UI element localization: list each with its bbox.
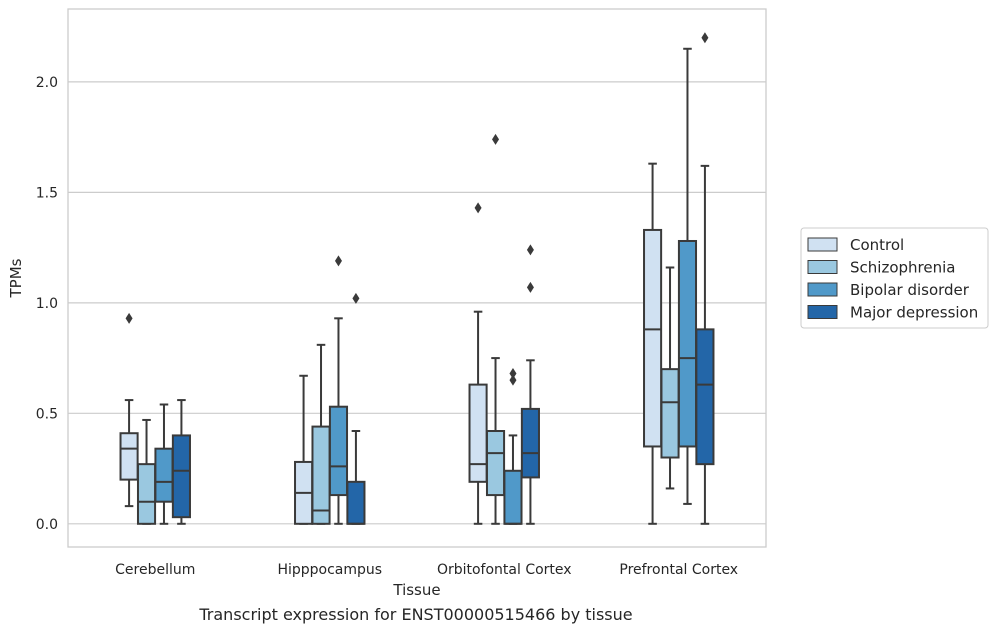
legend-frame — [800, 227, 989, 329]
x-tick-label: Cerebellum — [115, 562, 195, 578]
y-tick-label: 2.0 — [36, 75, 58, 91]
outlier-point — [526, 281, 534, 293]
chart-caption: Transcript expression for ENST0000051546… — [199, 605, 633, 624]
y-tick-label: 1.5 — [36, 185, 58, 201]
outlier-point — [509, 374, 517, 386]
y-tick-labels: 0.0 0.5 1.0 1.5 2.0 — [36, 75, 58, 533]
outlier-point — [352, 292, 360, 304]
y-tick-label: 0.5 — [36, 406, 58, 422]
y-tick-label: 1.0 — [36, 296, 58, 312]
box — [520, 407, 540, 479]
x-tick-label: Prefrontal Cortex — [619, 562, 738, 578]
outlier-point — [526, 244, 534, 256]
legend-label: Major depression — [850, 304, 978, 322]
box — [660, 368, 680, 459]
box — [119, 432, 139, 481]
box — [503, 469, 523, 525]
outlier-point — [125, 312, 133, 324]
box-group — [294, 255, 366, 525]
box — [346, 480, 366, 525]
box — [677, 239, 698, 448]
box — [643, 228, 663, 448]
legend-swatch — [807, 260, 838, 274]
x-tick-labels: Cerebellum Hipppocampus Orbitofontal Corte… — [115, 562, 738, 578]
box — [485, 430, 506, 497]
x-axis-title: Tissue — [392, 581, 440, 599]
box — [695, 328, 715, 466]
box-group — [643, 32, 715, 525]
legend-swatch — [807, 237, 838, 252]
outlier-point — [701, 32, 709, 44]
box — [311, 425, 331, 525]
y-axis-title: TPMs — [7, 258, 25, 298]
outlier-point — [474, 202, 482, 214]
box — [468, 383, 488, 483]
y-tick-label: 0.0 — [36, 517, 58, 533]
box — [154, 447, 174, 503]
outlier-point — [492, 133, 500, 145]
box-group — [119, 312, 191, 525]
legend: Control Schizophrenia Bipolar disorder Majo… — [800, 227, 989, 329]
box — [171, 434, 191, 519]
legend-label: Control — [850, 236, 904, 254]
x-tick-label: Hipppocampus — [277, 562, 382, 578]
outlier-point — [509, 368, 517, 380]
plot-frame — [67, 8, 767, 548]
legend-label: Schizophrenia — [850, 259, 955, 277]
box — [136, 463, 157, 525]
box-groups — [119, 32, 715, 525]
legend-swatch — [807, 282, 838, 297]
x-tick-label: Orbitofontal Cortex — [437, 562, 572, 578]
legend-label: Bipolar disorder — [850, 281, 970, 299]
box-group — [468, 133, 540, 525]
box — [328, 405, 349, 497]
legend-swatch — [807, 305, 838, 319]
outlier-point — [334, 255, 342, 267]
